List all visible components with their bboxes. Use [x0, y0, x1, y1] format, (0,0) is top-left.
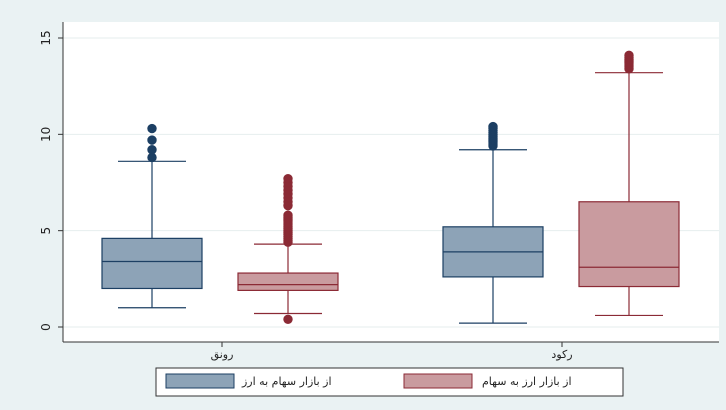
box-1-1: [578, 50, 680, 317]
box-body: [101, 237, 203, 290]
outlier-point: [283, 210, 293, 220]
outlier-point: [147, 123, 157, 134]
box-body: [237, 272, 339, 291]
box-1-0: [237, 173, 339, 324]
x-category-label: رونق: [211, 348, 234, 362]
outlier-point: [624, 50, 634, 61]
outlier-point: [283, 314, 293, 324]
y-tick-label: 0: [39, 323, 53, 331]
legend-swatch: [403, 373, 473, 389]
legend: از بازار سهام به ارز از بازار ارز به سهام: [155, 367, 624, 397]
legend-swatch: [165, 373, 235, 389]
outlier-point: [283, 173, 293, 184]
outlier-point: [147, 135, 157, 145]
legend-label: از بازار ارز به سهام: [482, 375, 572, 388]
y-tick-label: 5: [39, 227, 53, 235]
x-category-label: رکود: [551, 348, 572, 361]
outlier-point: [488, 121, 498, 132]
plot-area: [63, 22, 719, 342]
y-tick-label: 10: [39, 127, 53, 142]
box-0-0: [101, 123, 203, 309]
outlier-point: [147, 145, 157, 155]
legend-label: از بازار سهام به ارز: [241, 375, 332, 388]
box-0-1: [442, 121, 544, 324]
box-body: [578, 201, 680, 288]
outlier-point: [147, 152, 157, 163]
y-tick-label: 15: [39, 30, 53, 45]
